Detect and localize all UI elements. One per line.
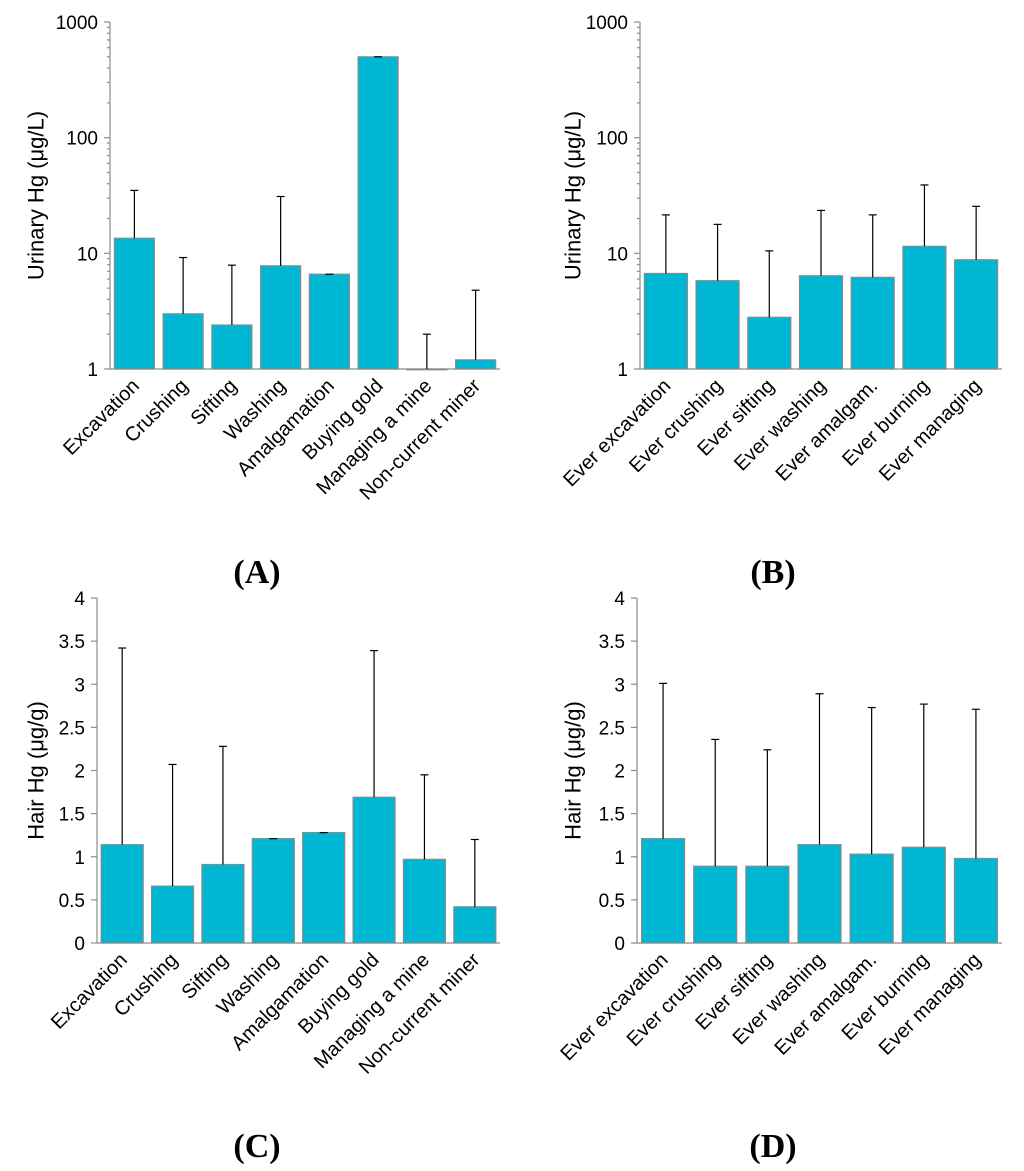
y-tick-label: 0 xyxy=(614,934,625,955)
y-tick-label: 10 xyxy=(607,244,628,265)
panel-label: (D) xyxy=(749,1128,796,1165)
bar-excavation xyxy=(100,844,144,944)
bar-ever-excavation xyxy=(643,272,688,370)
y-axis-title: Urinary Hg (μg/L) xyxy=(561,111,586,280)
x-tick-label: Ever washing xyxy=(729,949,829,1049)
x-tick-label: Excavation xyxy=(47,949,132,1034)
y-tick-label: 1.5 xyxy=(599,805,625,826)
y-tick-label: 4 xyxy=(614,589,625,610)
bar-washing xyxy=(260,265,302,370)
y-tick-label: 2.5 xyxy=(59,718,85,739)
panel-label: (C) xyxy=(233,1128,280,1165)
bar-non-current-miner xyxy=(453,906,497,944)
y-axis-title: Urinary Hg (μg/L) xyxy=(24,111,49,280)
bar-sifting xyxy=(211,324,253,370)
y-tick-label: 3 xyxy=(74,675,85,696)
y-tick-label: 100 xyxy=(596,129,628,150)
bar-buying-gold xyxy=(352,796,396,944)
bar-ever-crushing xyxy=(693,865,738,944)
bar-amalgamation xyxy=(302,831,346,944)
y-tick-label: 3 xyxy=(614,675,625,696)
y-tick-label: 1000 xyxy=(586,13,628,34)
y-axis-title: Hair Hg (μg/g) xyxy=(24,701,49,840)
bar-non-current-miner xyxy=(455,359,497,370)
bar-managing-a-mine xyxy=(402,858,447,944)
y-tick-label: 10 xyxy=(77,244,98,265)
y-tick-label: 2 xyxy=(614,762,625,783)
y-tick-label: 1 xyxy=(74,848,85,869)
y-tick-label: 100 xyxy=(66,129,98,150)
bar-ever-sifting xyxy=(747,316,792,370)
bar-crushing xyxy=(150,885,195,944)
y-tick-label: 3.5 xyxy=(599,632,625,653)
bar-ever-burning xyxy=(902,245,947,370)
bar-ever-amalgam xyxy=(849,853,894,944)
y-tick-label: 1 xyxy=(614,848,625,869)
bar-crushing xyxy=(162,313,204,370)
y-axis-title: Hair Hg (μg/g) xyxy=(561,701,586,840)
y-tick-label: 2 xyxy=(74,762,85,783)
bar-excavation xyxy=(113,237,155,370)
y-tick-label: 1 xyxy=(87,360,98,381)
bar-ever-managing xyxy=(953,857,999,944)
y-tick-label: 1.5 xyxy=(59,805,85,826)
bar-ever-washing xyxy=(798,275,844,370)
bar-sifting xyxy=(201,863,245,944)
y-tick-label: 4 xyxy=(74,589,85,610)
chart-panel-c: 0 0.5 1 1.5 2 2.5 3 3.5 4 Hair Hg (μg/g) Excavatio… xyxy=(24,589,500,1165)
y-tick-label: 3.5 xyxy=(59,632,85,653)
y-tick-label: 2.5 xyxy=(599,718,625,739)
y-tick-label: 0.5 xyxy=(59,891,85,912)
y-tick-label: 1 xyxy=(617,360,628,381)
panel-label: (A) xyxy=(233,554,280,591)
bar-amalgamation xyxy=(308,273,350,370)
x-tick-label: Excavation xyxy=(59,375,144,460)
y-tick-label: 0 xyxy=(74,934,85,955)
bar-managing-a-mine xyxy=(406,368,448,371)
bar-buying-gold xyxy=(357,56,399,370)
bar-ever-washing xyxy=(797,844,842,944)
bar-ever-crushing xyxy=(695,280,740,370)
bar-washing xyxy=(251,838,295,944)
y-tick-label: 1000 xyxy=(56,13,98,34)
bar-ever-managing xyxy=(954,259,999,370)
bar-ever-amalgam xyxy=(850,276,895,370)
bar-ever-burning xyxy=(901,846,946,944)
y-tick-label: 0.5 xyxy=(599,891,625,912)
panel-label: (B) xyxy=(750,554,795,591)
bar-ever-excavation xyxy=(640,838,686,944)
bar-ever-sifting xyxy=(745,865,790,944)
